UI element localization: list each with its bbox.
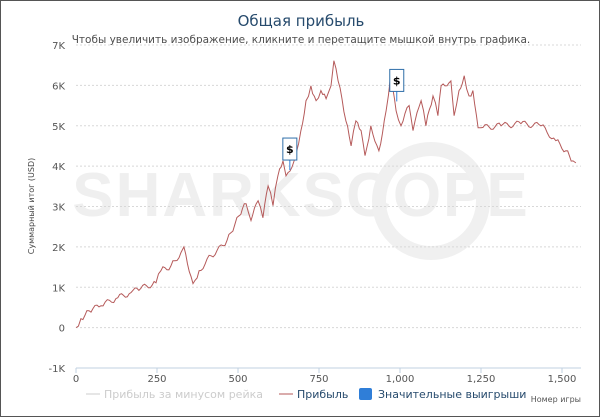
flag-label: $ — [393, 74, 401, 87]
legend-item[interactable]: Значительные выигрыши — [359, 388, 526, 401]
series-line-profit — [75, 60, 577, 329]
y-tick-label: 6K — [52, 81, 65, 92]
y-tick-label: -1K — [48, 364, 65, 375]
legend-item[interactable]: Прибыль — [279, 388, 348, 401]
big-win-flag[interactable]: $ — [389, 68, 405, 102]
y-tick-label: 1K — [52, 283, 65, 294]
y-tick-label: 4K — [52, 162, 65, 173]
legend-square-icon — [359, 388, 372, 400]
y-tick-label: 3K — [52, 203, 65, 214]
y-tick-label: 0 — [59, 324, 65, 335]
y-axis-label: Суммарный итог (USD) — [27, 158, 36, 255]
y-tick-label: 5K — [52, 122, 65, 133]
x-axis-label: Номер игры — [531, 395, 581, 404]
y-tick-label: 7K — [52, 41, 65, 52]
flag-box — [282, 137, 298, 161]
x-tick-label: 750 — [309, 374, 328, 385]
y-tick-label: 2K — [52, 243, 65, 254]
legend-label: Значительные выигрыши — [378, 388, 526, 401]
x-tick-label: 500 — [228, 374, 247, 385]
watermark: SHARKSCOPE — [72, 142, 530, 260]
x-tick-label: 0 — [73, 374, 79, 385]
legend-label: Прибыль — [297, 388, 348, 401]
chart-subtitle: Чтобы увеличить изображение, кликните и … — [72, 34, 531, 46]
flag-box — [389, 68, 405, 92]
legend-label: Прибыль за минусом рейка — [104, 388, 263, 401]
x-tick-label: 1,500 — [548, 374, 577, 385]
x-tick-label: 250 — [147, 374, 166, 385]
flag-label: $ — [286, 143, 294, 156]
x-tick-label: 1,250 — [467, 374, 496, 385]
legend-item[interactable]: Прибыль за минусом рейка — [86, 388, 263, 401]
watermark-scope-icon — [372, 142, 490, 260]
big-win-flag[interactable]: $ — [282, 137, 298, 171]
chart-title: Общая прибыль — [238, 12, 365, 30]
x-tick-label: 1,000 — [386, 374, 415, 385]
watermark-text: SHARKSCOPE — [72, 161, 530, 230]
